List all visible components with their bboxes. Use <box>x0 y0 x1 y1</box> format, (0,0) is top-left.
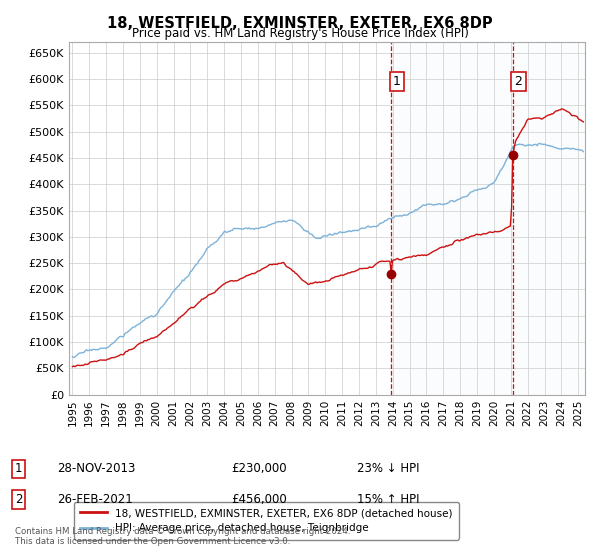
Text: £230,000: £230,000 <box>231 462 287 475</box>
Legend: 18, WESTFIELD, EXMINSTER, EXETER, EX6 8DP (detached house), HPI: Average price, : 18, WESTFIELD, EXMINSTER, EXETER, EX6 8D… <box>74 502 458 539</box>
Text: £456,000: £456,000 <box>231 493 287 506</box>
Text: 26-FEB-2021: 26-FEB-2021 <box>57 493 133 506</box>
Text: 2: 2 <box>515 75 523 88</box>
Text: 28-NOV-2013: 28-NOV-2013 <box>57 462 136 475</box>
Bar <box>391 42 592 395</box>
Text: 2: 2 <box>15 493 23 506</box>
Text: 15% ↑ HPI: 15% ↑ HPI <box>357 493 419 506</box>
Text: 1: 1 <box>393 75 401 88</box>
Text: 18, WESTFIELD, EXMINSTER, EXETER, EX6 8DP: 18, WESTFIELD, EXMINSTER, EXETER, EX6 8D… <box>107 16 493 31</box>
Text: Price paid vs. HM Land Registry's House Price Index (HPI): Price paid vs. HM Land Registry's House … <box>131 27 469 40</box>
Text: 1: 1 <box>15 462 23 475</box>
Text: 23% ↓ HPI: 23% ↓ HPI <box>357 462 419 475</box>
Text: Contains HM Land Registry data © Crown copyright and database right 2024.
This d: Contains HM Land Registry data © Crown c… <box>15 526 350 546</box>
